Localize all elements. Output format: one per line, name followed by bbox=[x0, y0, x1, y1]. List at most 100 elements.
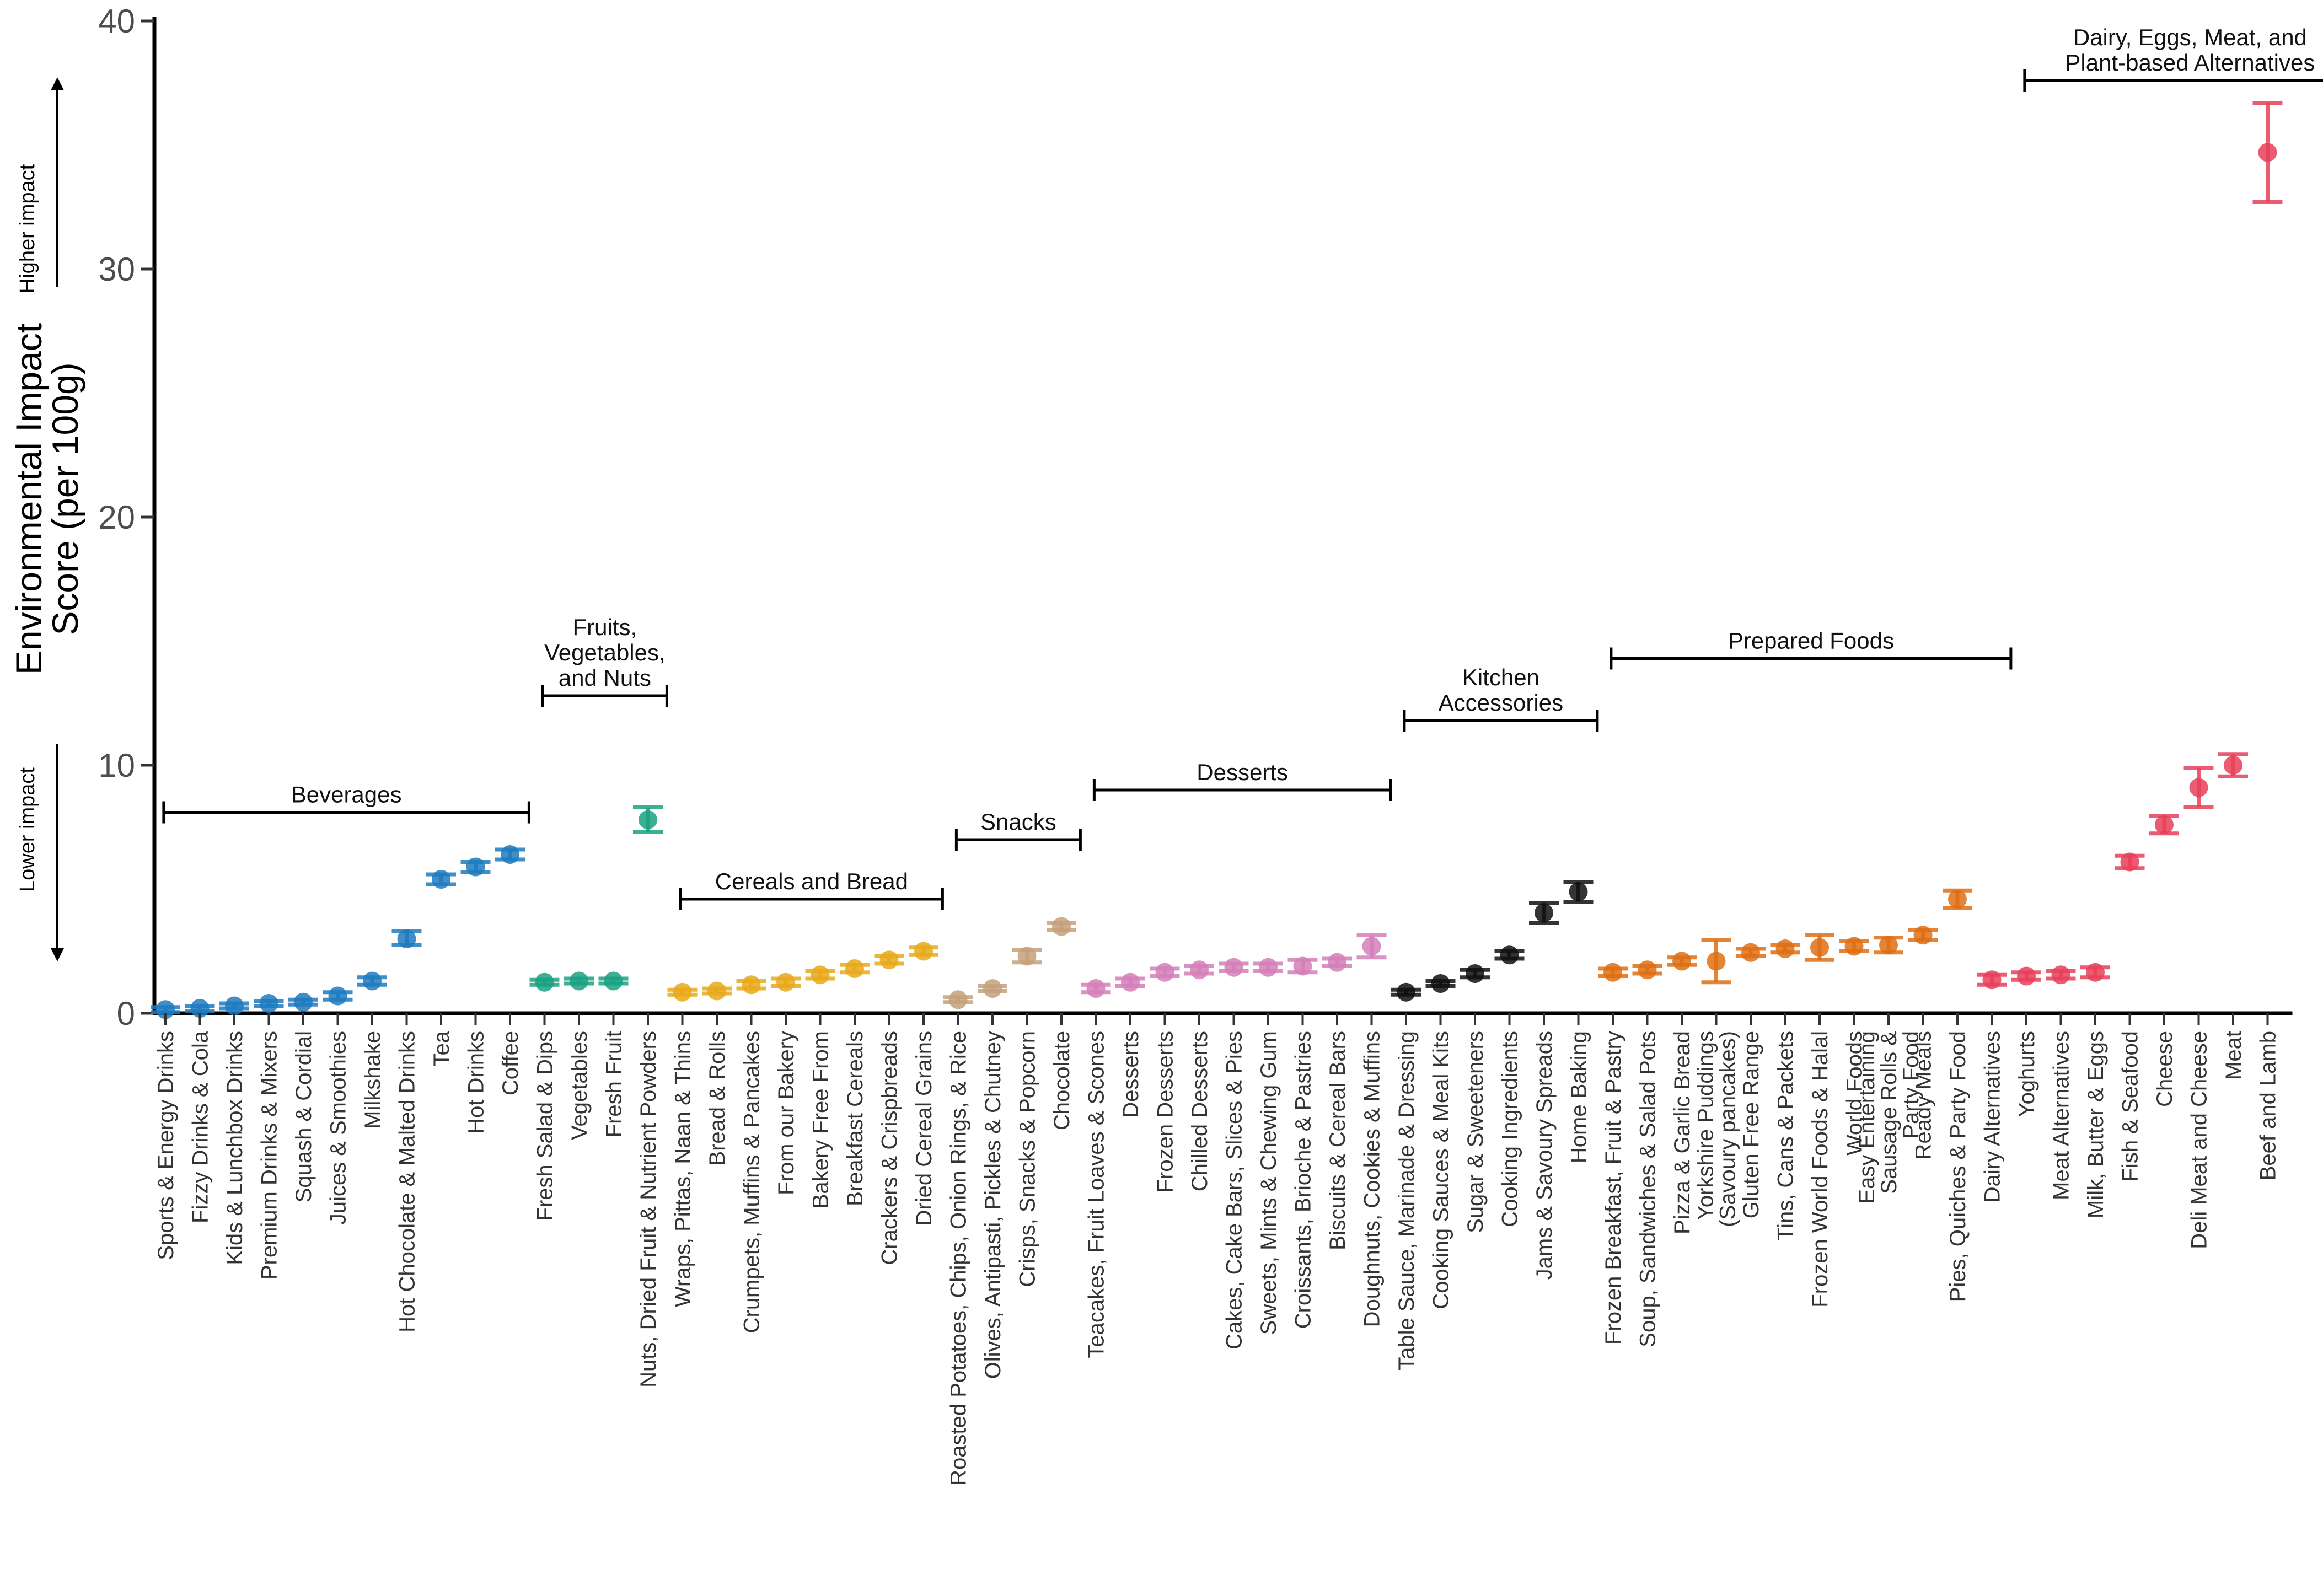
y-tick-label: 10 bbox=[98, 747, 135, 784]
data-point bbox=[432, 870, 450, 889]
group-label: Snacks bbox=[980, 809, 1056, 835]
category-label: Jams & Savoury Spreads bbox=[1532, 1031, 1557, 1280]
category-label: Olives, Antipasti, Pickles & Chutney bbox=[981, 1031, 1005, 1379]
category-label: Cheese bbox=[2153, 1031, 2177, 1107]
data-point bbox=[259, 994, 278, 1013]
category-label: Crackers & Crispbreads bbox=[878, 1031, 902, 1265]
group-brackets: Beverages Fruits,Vegetables,and Nuts Cerea… bbox=[162, 24, 2323, 910]
data-point bbox=[501, 845, 519, 864]
category-label: Dairy Alternatives bbox=[1981, 1031, 2005, 1202]
data-point bbox=[742, 975, 761, 995]
data-point bbox=[879, 950, 899, 970]
data-point bbox=[2258, 143, 2277, 162]
data-point bbox=[1086, 979, 1106, 998]
data-point bbox=[2120, 852, 2139, 872]
data-point bbox=[948, 990, 968, 1009]
data-point bbox=[1775, 939, 1795, 958]
y-tick-label: 0 bbox=[117, 995, 135, 1032]
data-point bbox=[1948, 890, 1967, 909]
data-point bbox=[1638, 960, 1657, 980]
category-label: Sausage Rolls & bbox=[1877, 1031, 1901, 1194]
category-label: Hot Drinks bbox=[464, 1031, 489, 1134]
data-point bbox=[1293, 956, 1312, 976]
group-label: Prepared Foods bbox=[1728, 628, 1894, 654]
data-point bbox=[190, 999, 210, 1018]
category-label: Nuts, Dried Fruit & Nutrient Powders bbox=[636, 1031, 661, 1388]
data-point bbox=[1190, 960, 1209, 980]
group-label: and Nuts bbox=[559, 665, 651, 691]
category-label: Milk, Butter & Eggs bbox=[2084, 1031, 2108, 1218]
y-axis-label-line: Environmental Impact bbox=[8, 323, 49, 675]
data-point bbox=[2017, 966, 2036, 986]
category-label: Party Food bbox=[1899, 1031, 1923, 1139]
data-point bbox=[570, 971, 588, 991]
category-label: Fish & Seafood bbox=[2118, 1031, 2143, 1182]
group-label: Dairy, Eggs, Meat, and bbox=[2073, 24, 2307, 50]
data-point bbox=[845, 959, 864, 978]
category-label: Easy Entertaining bbox=[1855, 1031, 1879, 1204]
category-label: Beef and Lamb bbox=[2256, 1031, 2281, 1180]
data-point bbox=[673, 982, 692, 1002]
data-point bbox=[535, 972, 554, 992]
data-point bbox=[2155, 815, 2174, 834]
data-point bbox=[1397, 982, 1415, 1002]
category-label: Pies, Quiches & Party Food bbox=[1946, 1031, 1970, 1302]
category-label: Fresh Salad & Dips bbox=[533, 1031, 557, 1221]
category-label: (Savoury pancakes) bbox=[1716, 1031, 1740, 1227]
impact-annotations: Higher impact Lower impact bbox=[16, 77, 64, 961]
category-label: Yoghurts bbox=[2015, 1031, 2039, 1117]
category-label: Soup, Sandwiches & Salad Pots bbox=[1636, 1031, 1660, 1347]
data-point bbox=[639, 810, 657, 829]
data-point bbox=[914, 942, 933, 961]
category-label: Vegetables bbox=[567, 1031, 592, 1140]
group-label: Kitchen bbox=[1462, 664, 1539, 690]
category-label: Meat bbox=[2222, 1031, 2246, 1080]
data-point bbox=[1017, 947, 1037, 966]
higher-impact-arrowhead bbox=[51, 77, 64, 90]
data-point bbox=[1810, 938, 1829, 957]
category-label: Doughnuts, Cookies & Muffins bbox=[1360, 1031, 1385, 1327]
category-label: Bread & Rolls bbox=[705, 1031, 729, 1166]
data-point bbox=[1982, 970, 2002, 990]
category-label: Bakery Free From bbox=[809, 1031, 833, 1208]
category-label: Sweets, Mints & Chewing Gum bbox=[1257, 1031, 1281, 1335]
data-point bbox=[2086, 963, 2105, 982]
category-label: Ready Meals bbox=[1912, 1031, 1936, 1159]
group-label: Accessories bbox=[1439, 690, 1563, 716]
category-label: Fresh Fruit bbox=[602, 1031, 626, 1137]
data-point bbox=[1672, 952, 1691, 971]
data-point bbox=[1535, 903, 1553, 922]
category-label: Teacakes, Fruit Loaves & Scones bbox=[1085, 1031, 1109, 1358]
category-label: Tea bbox=[430, 1030, 454, 1066]
group-label: Fruits, bbox=[573, 614, 637, 640]
data-point bbox=[707, 981, 726, 1001]
category-label: Crisps, Snacks & Popcorn bbox=[1016, 1031, 1040, 1287]
category-label: Cooking Ingredients bbox=[1498, 1031, 1522, 1227]
data-point bbox=[363, 971, 382, 991]
axes: 0 10 20 30 40 Environmental ImpactScore (per … bbox=[8, 3, 2293, 1032]
data-point bbox=[328, 986, 347, 1006]
data-point bbox=[1431, 974, 1450, 993]
group-label: Vegetables, bbox=[544, 640, 666, 665]
data-point bbox=[811, 965, 830, 985]
data-point bbox=[2051, 965, 2070, 985]
data-point bbox=[2224, 756, 2242, 775]
category-label: Sports & Energy Drinks bbox=[154, 1031, 178, 1260]
category-label: Frozen Desserts bbox=[1154, 1031, 1178, 1192]
category-label: Wraps, Pittas, Naan & Thins bbox=[671, 1031, 695, 1307]
data-point bbox=[1569, 882, 1588, 901]
category-label: Tins, Cans & Packets bbox=[1774, 1031, 1798, 1241]
group-label: Plant-based Alternatives bbox=[2065, 50, 2315, 76]
group-label: Beverages bbox=[291, 782, 402, 808]
data-point bbox=[1259, 958, 1278, 977]
category-labels: Sports & Energy Drinks Fizzy Drinks & Col… bbox=[154, 1013, 2281, 1486]
category-label: Squash & Cordial bbox=[292, 1031, 316, 1202]
data-point bbox=[1328, 953, 1346, 972]
data-point bbox=[983, 979, 1002, 998]
y-tick-label: 20 bbox=[98, 499, 135, 536]
category-label: Fizzy Drinks & Cola bbox=[189, 1030, 213, 1223]
category-label: Chilled Desserts bbox=[1188, 1031, 1212, 1191]
y-tick-label: 40 bbox=[98, 3, 135, 40]
